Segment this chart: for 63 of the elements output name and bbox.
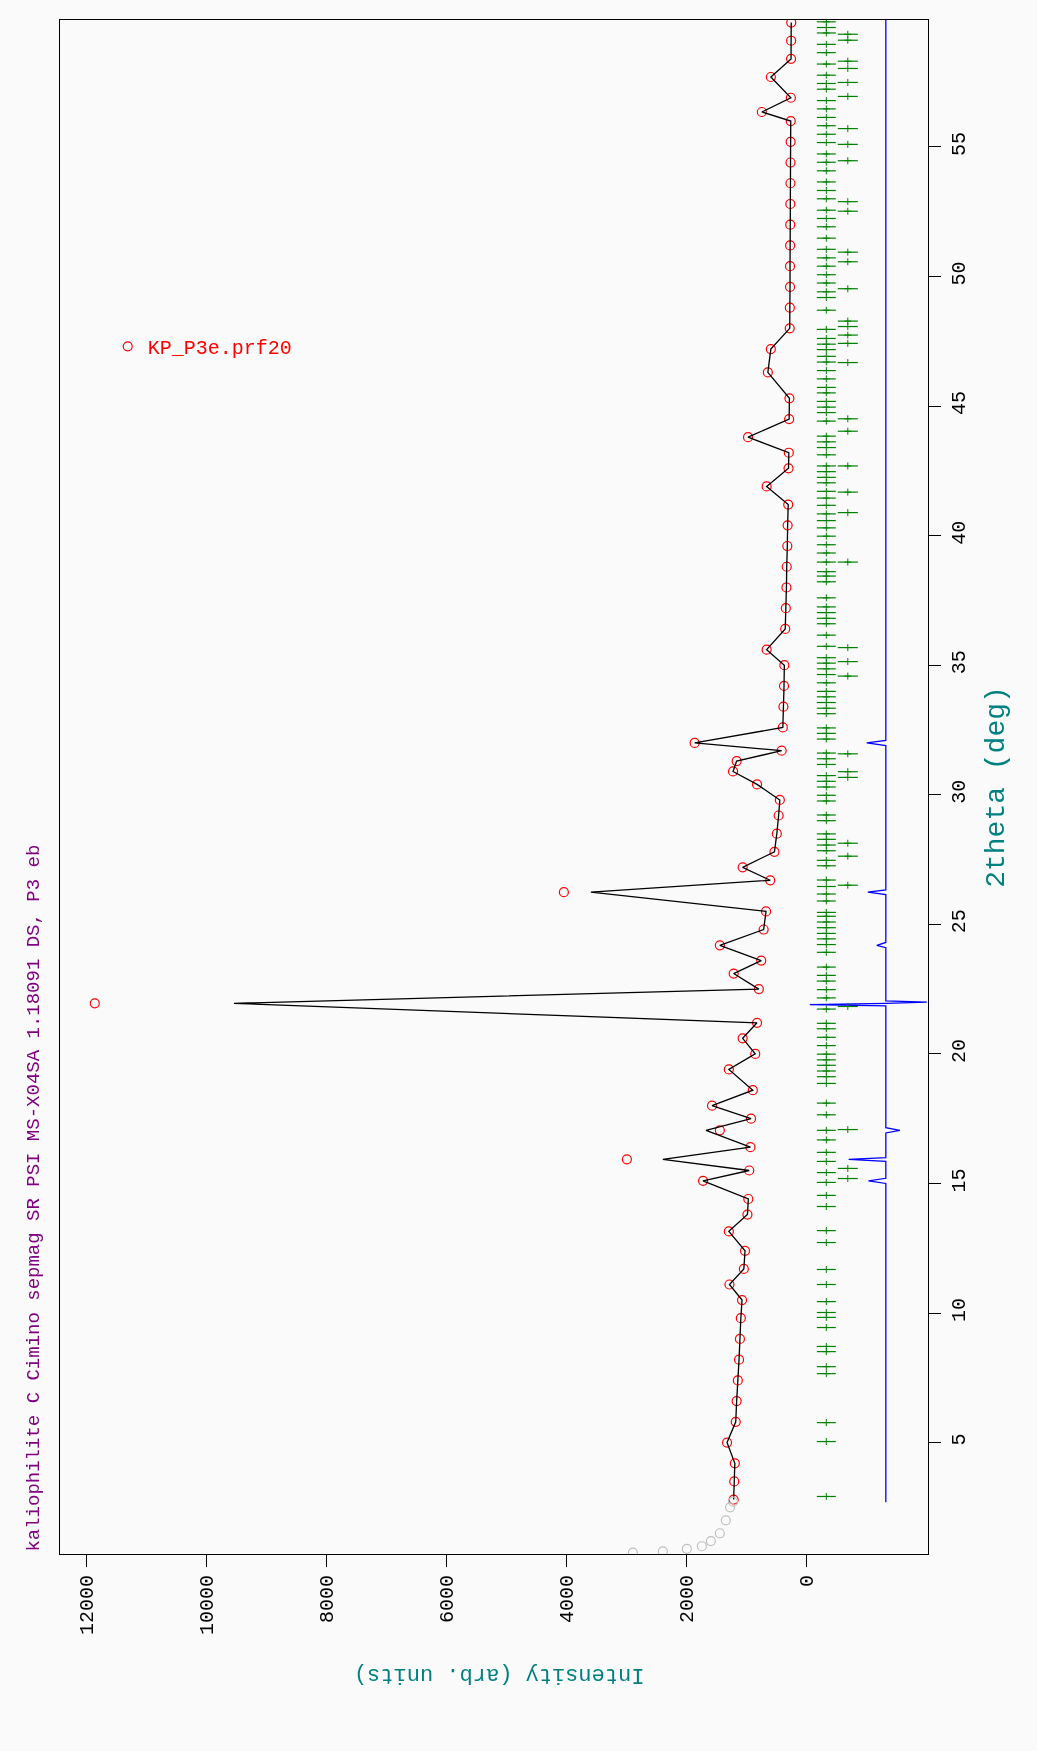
- point: [843, 339, 852, 348]
- point: [843, 358, 852, 367]
- x-tick-label: 2000: [676, 1575, 700, 1624]
- point: [843, 839, 852, 848]
- point: [843, 881, 852, 890]
- y-tick-label: 40: [948, 520, 971, 545]
- point: [657, 1546, 668, 1554]
- point: [705, 1535, 716, 1547]
- x-axis-title: Intensity (arb. units): [353, 1662, 645, 1688]
- point: [843, 558, 852, 567]
- point: [843, 672, 852, 681]
- point: [843, 207, 852, 216]
- point: [843, 508, 852, 517]
- point: [843, 852, 852, 861]
- point: [843, 488, 852, 497]
- x-tick-label: 12000: [76, 1575, 100, 1636]
- line-series: [809, 20, 928, 1503]
- point: [843, 124, 852, 133]
- x-tick-label: 0: [796, 1575, 820, 1588]
- point: [843, 461, 852, 470]
- y-tick-label: 45: [948, 391, 971, 416]
- point: [843, 414, 852, 423]
- y-tick-label: 35: [948, 650, 971, 675]
- point: [843, 331, 852, 340]
- point: [724, 1502, 736, 1513]
- point: [843, 657, 852, 666]
- point: [843, 284, 852, 293]
- y-tick-label: 25: [948, 909, 971, 934]
- point: [843, 30, 852, 39]
- y-tick-label: 5: [948, 1433, 971, 1446]
- text: kaliophilite C Cimino sepmag SR PSI MS-X04SA 1.18091 DS, P3 eb: [22, 844, 45, 1552]
- point: [696, 1541, 707, 1552]
- y-tick-label: 30: [948, 779, 971, 804]
- point: [843, 92, 852, 101]
- x-tick-label: 4000: [556, 1575, 580, 1624]
- point: [843, 1125, 852, 1134]
- legend-label: KP_P3e.prf20: [147, 337, 292, 361]
- point: [843, 64, 852, 73]
- y-tick-label: 55: [948, 131, 971, 156]
- y-tick-label: 20: [948, 1038, 971, 1063]
- point: [843, 156, 852, 165]
- point: [843, 257, 852, 266]
- point: [720, 1515, 731, 1526]
- x-tick-label: 6000: [436, 1575, 460, 1624]
- x-tick-label: 8000: [316, 1575, 340, 1624]
- point: [714, 1528, 725, 1539]
- point: [843, 643, 852, 652]
- point: [843, 140, 852, 149]
- x-tick-label: 10000: [196, 1575, 220, 1636]
- point: [843, 57, 852, 66]
- point: [843, 427, 852, 436]
- point: [843, 767, 852, 776]
- point: [843, 197, 852, 206]
- point: [843, 248, 852, 257]
- point: [843, 78, 852, 87]
- point: [843, 749, 852, 758]
- y-tick-label: 50: [948, 261, 971, 286]
- y-tick-label: 15: [948, 1168, 971, 1193]
- y-tick-label: 10: [948, 1298, 971, 1323]
- y-axis-title: 2theta (deg): [981, 686, 1013, 888]
- point: [681, 1543, 692, 1554]
- point: [843, 1164, 852, 1173]
- point: [843, 317, 852, 326]
